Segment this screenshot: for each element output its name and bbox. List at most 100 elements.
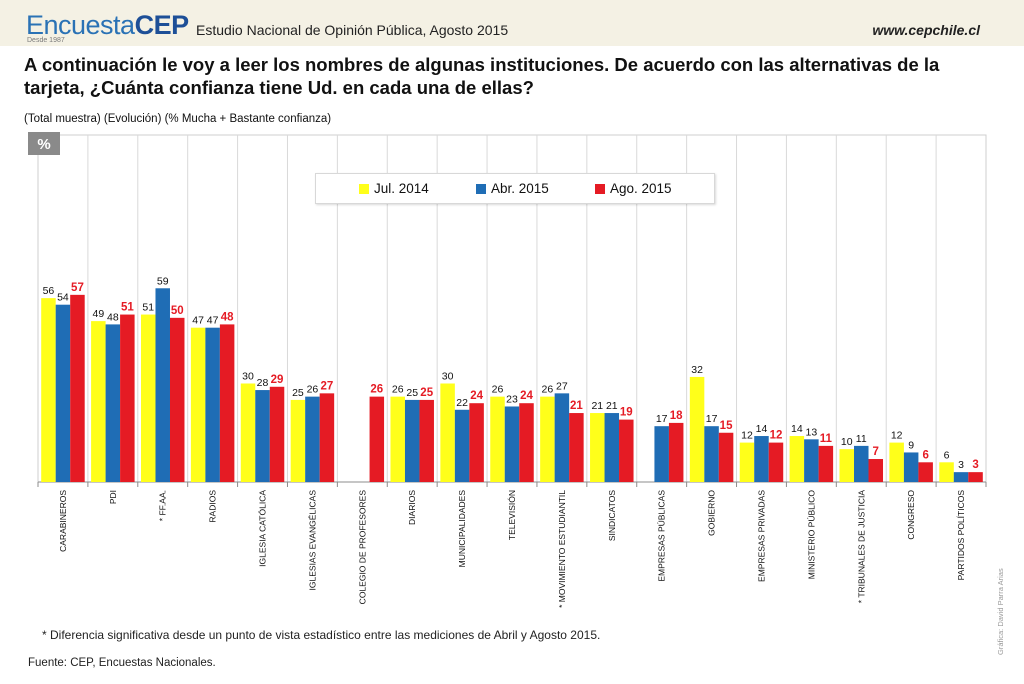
bar bbox=[390, 396, 405, 482]
data-label: 26 bbox=[542, 384, 554, 396]
bar bbox=[804, 439, 819, 482]
bar bbox=[219, 324, 235, 482]
data-label: 15 bbox=[720, 420, 733, 432]
legend-swatch-abr-2015 bbox=[476, 184, 486, 194]
bar bbox=[540, 396, 555, 482]
bar bbox=[469, 403, 484, 482]
category-label: * MOVIMIENTO ESTUDIANTIL bbox=[557, 490, 567, 608]
legend-item-jul-2014: Jul. 2014 bbox=[359, 181, 429, 196]
data-label: 47 bbox=[192, 315, 204, 327]
bar bbox=[718, 432, 734, 482]
category-label: EMPRESAS PRIVADAS bbox=[756, 490, 766, 582]
bar bbox=[953, 472, 969, 482]
category-label: SINDICATOS bbox=[607, 490, 617, 541]
legend-item-ago-2015: Ago. 2015 bbox=[595, 181, 672, 196]
bar bbox=[91, 321, 106, 482]
data-label: 51 bbox=[142, 302, 154, 314]
bar bbox=[369, 396, 385, 482]
bar bbox=[305, 396, 320, 482]
category-label: CONGRESO bbox=[906, 490, 916, 540]
bar bbox=[739, 442, 755, 482]
category-label: RADIOS bbox=[208, 490, 218, 523]
bar bbox=[319, 393, 335, 482]
bar bbox=[918, 462, 933, 482]
bar bbox=[454, 409, 470, 482]
data-label: 51 bbox=[121, 302, 134, 314]
bar bbox=[903, 452, 919, 482]
survey-question: A continuación le voy a leer los nombres… bbox=[24, 54, 940, 98]
data-label: 25 bbox=[406, 387, 418, 399]
legend-label: Abr. 2015 bbox=[491, 181, 549, 196]
data-label: 6 bbox=[922, 449, 928, 461]
data-label: 29 bbox=[271, 374, 284, 386]
bar bbox=[889, 442, 904, 482]
bar bbox=[818, 445, 834, 482]
bar bbox=[968, 472, 983, 482]
data-label: 21 bbox=[606, 400, 618, 412]
bar bbox=[590, 413, 605, 482]
category-label: * TRIBUNALES DE JUSTICIA bbox=[856, 490, 866, 604]
category-label: MINISTERIO PÚBLICO bbox=[806, 490, 816, 580]
encuesta-cep-logo: EncuestaCEP bbox=[26, 10, 189, 40]
data-label: 25 bbox=[420, 387, 433, 399]
category-label: PDI bbox=[108, 490, 118, 504]
data-label: 9 bbox=[908, 439, 914, 451]
data-label: 14 bbox=[756, 423, 768, 435]
chart-legend: Jul. 2014 Abr. 2015 Ago. 2015 bbox=[315, 173, 715, 204]
data-label: 11 bbox=[856, 433, 867, 445]
legend-swatch-ago-2015 bbox=[595, 184, 605, 194]
bar bbox=[255, 390, 270, 482]
data-label: 50 bbox=[171, 305, 184, 317]
bar bbox=[404, 399, 420, 482]
data-label: 3 bbox=[972, 459, 978, 471]
data-label: 12 bbox=[891, 430, 903, 442]
data-label: 19 bbox=[620, 407, 633, 419]
category-label: COLEGIO DE PROFESORES bbox=[357, 490, 367, 605]
category-label: DIARIOS bbox=[407, 490, 417, 525]
legend-label: Jul. 2014 bbox=[374, 181, 429, 196]
data-label: 56 bbox=[43, 285, 55, 297]
data-label: 24 bbox=[470, 390, 483, 402]
graphic-credit: Gráfica: David Parra Arias bbox=[996, 568, 1005, 655]
data-label: 21 bbox=[591, 400, 603, 412]
bar bbox=[205, 327, 220, 482]
data-label: 57 bbox=[71, 282, 84, 294]
data-label: 48 bbox=[221, 311, 234, 323]
data-label: 12 bbox=[770, 430, 783, 442]
data-label: 21 bbox=[570, 400, 583, 412]
bar bbox=[939, 462, 954, 482]
category-label: IGLESIA CATÓLICA bbox=[258, 490, 268, 567]
significance-footnote: * Diferencia significativa desde un punt… bbox=[42, 628, 601, 642]
data-label: 11 bbox=[820, 433, 833, 445]
header-band: EncuestaCEP Desde 1987 Estudio Nacional … bbox=[0, 0, 1024, 46]
bar bbox=[689, 376, 705, 482]
bar bbox=[169, 317, 185, 482]
bar bbox=[155, 288, 170, 482]
bar bbox=[619, 419, 634, 482]
category-label: MUNICIPALIDADES bbox=[457, 490, 467, 568]
data-label: 25 bbox=[292, 387, 304, 399]
data-label: 26 bbox=[492, 384, 504, 396]
data-label: 27 bbox=[321, 380, 334, 392]
data-label: 12 bbox=[741, 430, 753, 442]
bar bbox=[41, 298, 56, 482]
bar bbox=[604, 413, 620, 482]
legend-item-abr-2015: Abr. 2015 bbox=[476, 181, 549, 196]
data-label: 28 bbox=[257, 377, 269, 389]
data-label: 27 bbox=[556, 380, 568, 392]
data-label: 59 bbox=[157, 275, 169, 287]
bar bbox=[70, 294, 85, 482]
category-label: * FF.AA. bbox=[158, 490, 168, 521]
bar bbox=[668, 422, 684, 482]
bar bbox=[504, 406, 520, 482]
bar bbox=[490, 396, 505, 482]
unit-badge bbox=[28, 132, 60, 155]
data-label: 6 bbox=[944, 449, 950, 461]
bar bbox=[105, 324, 121, 482]
data-label: 22 bbox=[456, 397, 468, 409]
bar bbox=[569, 413, 584, 482]
chart-subtitle: (Total muestra) (Evolución) (% Mucha + B… bbox=[24, 113, 332, 125]
data-label: 24 bbox=[520, 390, 533, 402]
data-label: 17 bbox=[656, 413, 668, 425]
